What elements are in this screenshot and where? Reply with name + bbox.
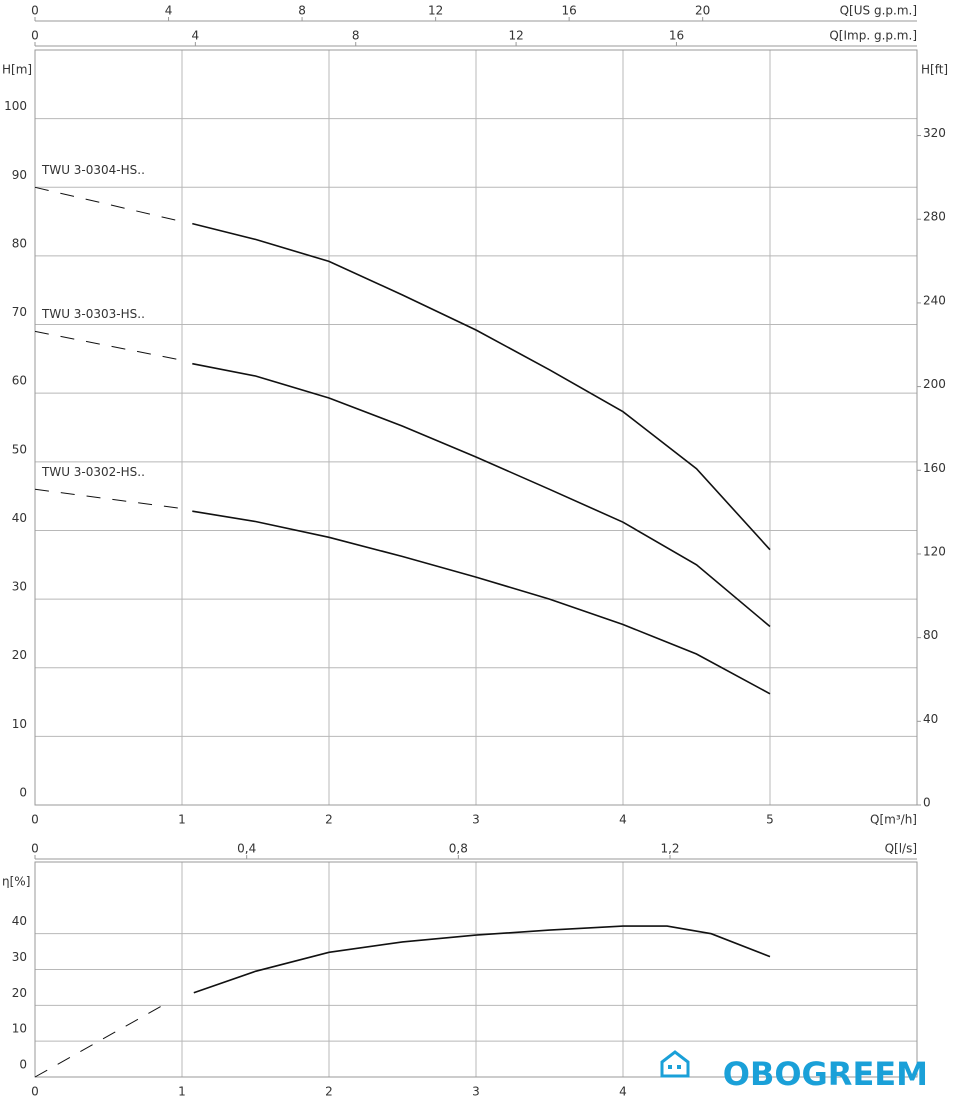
y-tick-label: 40 xyxy=(12,511,27,525)
curve-extension xyxy=(34,186,183,223)
top-axis-tick-label: 4 xyxy=(192,29,200,43)
x-tick-label: 3 xyxy=(472,1085,480,1099)
x-tick-label: 1 xyxy=(178,813,186,827)
y2-tick-label: 160 xyxy=(923,461,946,475)
y2-tick-label: 200 xyxy=(923,377,946,391)
y-tick-label: 50 xyxy=(12,442,27,456)
x-tick-label: 2 xyxy=(325,813,333,827)
top-axis-tick-label: 12 xyxy=(428,4,443,18)
curve xyxy=(192,222,771,551)
y-tick-label: 40 xyxy=(12,914,27,928)
top-axis-tick-label: 0 xyxy=(31,842,39,856)
curve-extension xyxy=(34,488,183,509)
top-axis-label: Q[US g.p.m.] xyxy=(840,4,917,18)
x-tick-label: 0 xyxy=(31,1085,39,1099)
y-axis-label: H[m] xyxy=(2,63,32,77)
y-tick-label: 20 xyxy=(12,986,27,1000)
y-tick-label: 90 xyxy=(12,168,27,182)
x-tick-label: 4 xyxy=(619,1085,627,1099)
top-axis-tick-label: 20 xyxy=(695,4,710,18)
y-tick-label: 70 xyxy=(12,305,27,319)
chart-panel: 0 10 20 30 40 0 1 2 3 4 η[%] 0 0,4 0,8 1,2 Q[l/s] xyxy=(2,842,918,1099)
top-axis-tick-label: 8 xyxy=(298,4,306,18)
y2-tick-label: 40 xyxy=(923,712,938,726)
y2-axis-label: H[ft] xyxy=(921,63,948,77)
y2-tick-label: 0 xyxy=(923,796,931,810)
x-tick-label: 2 xyxy=(325,1085,333,1099)
top-axis-tick-label: 8 xyxy=(352,29,360,43)
y-tick-label: 20 xyxy=(12,648,27,662)
y2-tick-label: 120 xyxy=(923,544,946,558)
curve-label: TWU 3-0304-HS.. xyxy=(41,163,145,177)
logo-icon xyxy=(677,1065,681,1069)
y-tick-label: 30 xyxy=(12,580,27,594)
y-tick-label: 0 xyxy=(19,1058,27,1072)
top-axis-tick-label: 16 xyxy=(562,4,577,18)
x-tick-label: 0 xyxy=(31,813,39,827)
top-axis-tick-label: 1,2 xyxy=(660,842,679,856)
y-tick-label: 10 xyxy=(12,717,27,731)
y-tick-label: 60 xyxy=(12,374,27,388)
y2-tick-label: 80 xyxy=(923,628,938,642)
y-tick-label: 80 xyxy=(12,236,27,250)
x-tick-label: 4 xyxy=(619,813,627,827)
y2-tick-label: 280 xyxy=(923,210,946,224)
y-tick-label: 0 xyxy=(19,786,27,800)
curve xyxy=(193,925,771,994)
top-axis-label: Q[l/s] xyxy=(885,842,917,856)
watermark: OBOGREEM xyxy=(723,1055,928,1093)
y2-tick-label: 320 xyxy=(923,126,946,140)
logo-icon xyxy=(660,1050,690,1078)
plot-frame xyxy=(34,49,918,806)
logo-icon xyxy=(668,1065,672,1069)
x-axis-label: Q[m³/h] xyxy=(870,813,917,827)
curve xyxy=(192,510,771,695)
top-axis-tick-label: 0,4 xyxy=(237,842,256,856)
curve-label: TWU 3-0302-HS.. xyxy=(41,465,145,479)
y-axis-label: η[%] xyxy=(2,875,30,889)
logo: OBOGREEM xyxy=(660,1050,928,1093)
top-axis-label: Q[Imp. g.p.m.] xyxy=(829,29,917,43)
plot-frame xyxy=(34,861,918,1078)
x-tick-label: 5 xyxy=(766,813,774,827)
curve-extension xyxy=(34,330,183,361)
top-axis-tick-label: 16 xyxy=(669,29,684,43)
curve xyxy=(192,362,771,628)
top-axis-tick-label: 12 xyxy=(508,29,523,43)
y-tick-label: 30 xyxy=(12,950,27,964)
top-axis-tick-label: 4 xyxy=(165,4,173,18)
curve-extension xyxy=(34,1002,168,1078)
x-tick-label: 1 xyxy=(178,1085,186,1099)
x-tick-label: 3 xyxy=(472,813,480,827)
y-tick-label: 100 xyxy=(4,99,27,113)
y-tick-label: 10 xyxy=(12,1022,27,1036)
curve-label: TWU 3-0303-HS.. xyxy=(41,307,145,321)
top-axis-tick-label: 0 xyxy=(31,29,39,43)
y2-tick-label: 240 xyxy=(923,293,946,307)
top-axis-tick-label: 0 xyxy=(31,4,39,18)
top-axis-tick-label: 0,8 xyxy=(449,842,468,856)
